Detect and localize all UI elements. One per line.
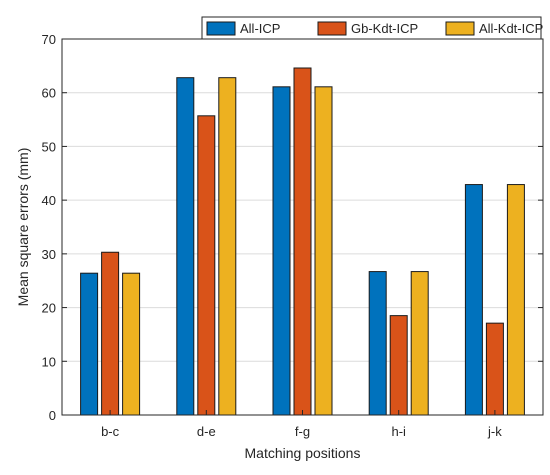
legend: All-ICP Gb-Kdt-ICP All-Kdt-ICP: [201, 16, 543, 40]
bar-all-icp-b-c: [80, 272, 99, 416]
y-axis-label: Mean square errors (mm): [15, 148, 31, 307]
bar-all-kdt-icp-f-g: [314, 86, 333, 416]
bar-all-kdt-icp-j-k: [506, 184, 525, 416]
legend-label: All-Kdt-ICP: [479, 21, 543, 36]
x-tick-label: b-c: [101, 424, 120, 439]
y-tick-label: 30: [42, 247, 56, 262]
bar-all-icp-h-i: [368, 271, 387, 416]
y-axis-ticks: 0 10 20 30 40 50 60 70: [42, 32, 543, 423]
bar-all-kdt-icp-h-i: [410, 271, 429, 416]
bars: [80, 67, 525, 416]
y-tick-label: 20: [42, 301, 56, 316]
y-tick-label: 70: [42, 32, 56, 47]
y-tick-label: 60: [42, 86, 56, 101]
bar-gb-kdt-icp-h-i: [389, 315, 408, 416]
x-axis-ticks: b-c d-e f-g h-i j-k: [101, 410, 502, 439]
bar-all-icp-f-g: [272, 86, 291, 416]
legend-label: Gb-Kdt-ICP: [351, 21, 418, 36]
bar-all-icp-j-k: [464, 184, 483, 416]
legend-swatch: [206, 21, 236, 36]
bar-all-icp-d-e: [176, 77, 195, 416]
x-tick-label: d-e: [197, 424, 216, 439]
x-axis-label: Matching positions: [245, 445, 361, 461]
legend-swatch: [317, 21, 347, 36]
y-tick-label: 40: [42, 193, 56, 208]
legend-swatch: [445, 21, 475, 36]
bar-gb-kdt-icp-f-g: [293, 67, 312, 416]
bar-gb-kdt-icp-b-c: [101, 251, 120, 416]
y-tick-label: 10: [42, 354, 56, 369]
bar-all-kdt-icp-b-c: [122, 272, 141, 416]
legend-label: All-ICP: [240, 21, 280, 36]
bar-gb-kdt-icp-j-k: [485, 322, 504, 416]
x-tick-label: j-k: [487, 424, 502, 439]
bar-gb-kdt-icp-d-e: [197, 115, 216, 416]
x-tick-label: f-g: [295, 424, 310, 439]
y-tick-label: 50: [42, 139, 56, 154]
bar-all-kdt-icp-d-e: [218, 77, 237, 416]
y-tick-label: 0: [49, 408, 56, 423]
x-tick-label: h-i: [391, 424, 406, 439]
